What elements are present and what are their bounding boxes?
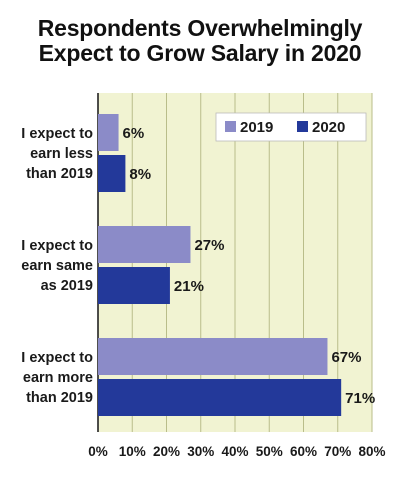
category-label-2: I expect to earn same as 2019	[21, 238, 93, 294]
category-label-1: I expect to earn less than 2019	[21, 126, 93, 182]
x-tick-label: 20%	[153, 444, 180, 459]
value-label-2020-cat-3: 71%	[345, 390, 375, 407]
bars	[98, 114, 342, 416]
value-label-2020-cat-1: 8%	[129, 166, 151, 183]
x-tick-label: 50%	[256, 444, 283, 459]
legend-box	[215, 112, 367, 142]
legend: 2019 2020	[215, 112, 367, 142]
chart-title-line-1: Respondents Overwhelmingly	[37, 15, 363, 41]
x-tick-label: 70%	[324, 444, 351, 459]
category-label-3: I expect to earn more than 2019	[21, 350, 93, 406]
value-label-2019-cat-3: 67%	[331, 349, 361, 366]
value-label-2020-cat-2: 21%	[174, 278, 204, 295]
bar-2019-cat-3	[98, 338, 328, 375]
category-labels: I expect to earn less than 2019 I expect to…	[21, 126, 93, 406]
legend-label-2019: 2019	[240, 119, 273, 136]
legend-label-2020: 2020	[312, 119, 345, 136]
legend-swatch-2020	[297, 121, 308, 132]
bar-2019-cat-1	[98, 114, 119, 151]
value-label-2019-cat-1: 6%	[123, 125, 145, 142]
x-axis-tick-labels: 0% 10% 20% 30% 40% 50% 60% 70% 80%	[88, 444, 385, 459]
x-tick-label: 80%	[358, 444, 385, 459]
x-tick-label: 30%	[187, 444, 214, 459]
x-tick-label: 60%	[290, 444, 317, 459]
x-tick-label: 10%	[119, 444, 146, 459]
x-tick-label: 0%	[88, 444, 108, 459]
legend-swatch-2019	[225, 121, 236, 132]
bar-2020-cat-3	[98, 379, 342, 416]
x-tick-label: 40%	[221, 444, 248, 459]
bar-2019-cat-2	[98, 226, 191, 263]
value-labels: 6% 27% 67% 8% 21% 71%	[123, 125, 376, 407]
chart-title-line-2: Expect to Grow Salary in 2020	[38, 40, 362, 66]
bar-2020-cat-2	[98, 267, 170, 304]
value-label-2019-cat-2: 27%	[194, 237, 224, 254]
bar-2020-cat-1	[98, 155, 126, 192]
gridlines	[97, 93, 373, 432]
